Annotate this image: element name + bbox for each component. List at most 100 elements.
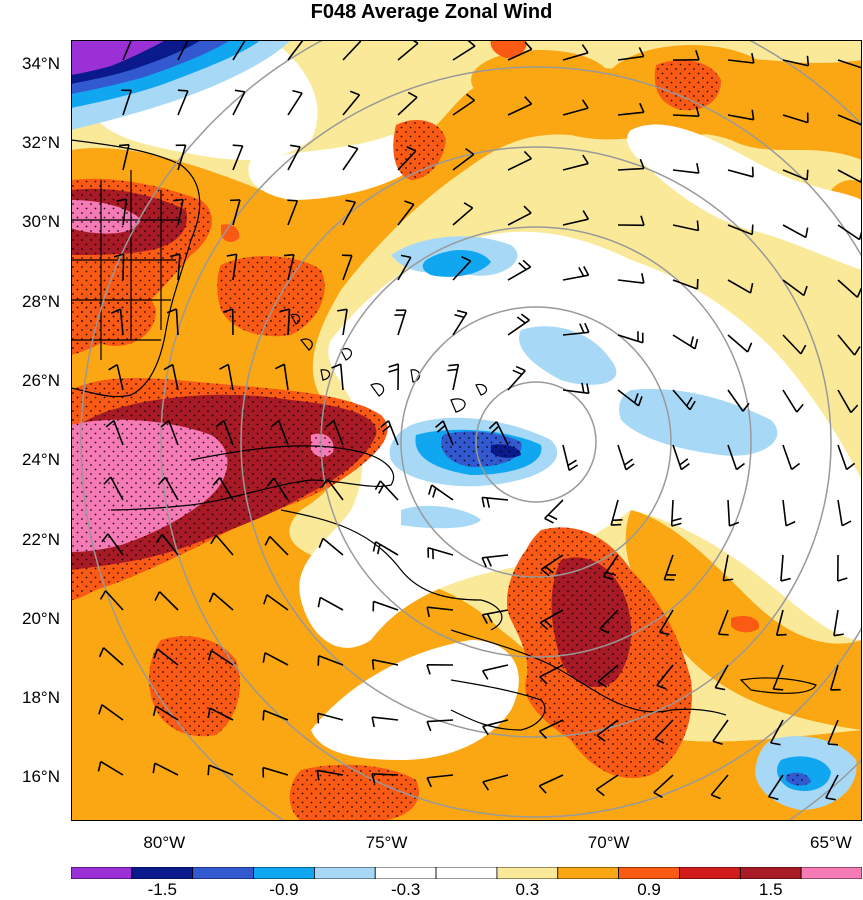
y-tick-label: 32°N [22, 133, 60, 153]
wind-barb-feather [751, 224, 754, 235]
wind-barb-feather [718, 633, 729, 636]
wind-barb-feather [210, 534, 217, 545]
wind-barb-feather [173, 198, 184, 202]
wind-barb-feather [751, 53, 755, 64]
wind-barb-shaft [110, 476, 124, 501]
colorbar-swatch [192, 867, 254, 879]
wind-barb-feather [806, 55, 810, 66]
wind-barb-shaft [482, 496, 509, 501]
wind-barb-feather [207, 765, 210, 776]
wind-barb-feather [540, 568, 550, 577]
wind-barb-shaft [833, 609, 839, 636]
wind-barb-shaft [562, 274, 589, 281]
wind-barb-feather [633, 393, 639, 404]
wind-barb-feather [656, 684, 667, 690]
wind-barb-feather [154, 591, 161, 601]
wind-barb-shaft [482, 774, 509, 783]
wind-barb-feather [374, 480, 382, 491]
wind-barb-feather [544, 565, 554, 574]
wind-barb-feather [603, 575, 614, 581]
wind-barb-feather [388, 368, 399, 373]
wind-barb-feather [234, 89, 245, 93]
wind-barb-feather [846, 462, 856, 471]
wind-barb-shaft [452, 364, 460, 391]
wind-barb-feather [331, 363, 342, 369]
wind-barb-feather [742, 402, 750, 412]
wind-barb-feather [671, 517, 682, 522]
wind-barb-shaft [232, 199, 241, 226]
wind-barb-shaft [482, 719, 509, 728]
wind-barb-shaft [264, 652, 289, 666]
colorbar-label: -1.5 [147, 880, 177, 899]
wind-barb-feather [226, 253, 237, 257]
wind-barb-feather [776, 633, 787, 637]
wind-barb-feather [638, 47, 645, 57]
wind-barb-feather [696, 220, 700, 231]
wind-barb-shaft [672, 169, 699, 174]
wind-barb-feather [486, 497, 491, 508]
wind-barb-feather [337, 308, 348, 312]
wind-barb-feather [581, 99, 589, 109]
colorbar-label: 1.5 [758, 880, 783, 899]
wind-barb-feather [279, 308, 290, 313]
y-tick-label: 16°N [22, 767, 60, 787]
wind-barb-feather [712, 740, 723, 745]
wind-barb-feather [263, 594, 268, 605]
wind-barb-feather [715, 686, 726, 691]
wind-barb-shaft [829, 664, 839, 691]
wind-barb-shaft [122, 199, 128, 226]
wind-barb-feather [426, 607, 430, 618]
wind-barb-feather [371, 659, 375, 670]
wind-barb-feather [539, 622, 549, 631]
wind-barb-feather [264, 536, 271, 546]
y-tick-label: 30°N [22, 212, 60, 232]
wind-barb-shaft [283, 364, 289, 391]
wind-barb-feather [637, 396, 643, 407]
wind-barb-shaft [782, 389, 798, 413]
wind-barb-shaft [157, 648, 179, 666]
wind-barb-feather [606, 571, 617, 576]
wind-barb-feather [157, 476, 166, 486]
wind-barb-feather [841, 520, 852, 527]
wind-barb-feather [539, 676, 548, 685]
wind-barb-feather [207, 707, 211, 719]
wind-barb-shaft [482, 664, 509, 672]
wind-barb-shaft [287, 254, 295, 281]
wind-barb-shaft [442, 420, 454, 446]
wind-barb-shaft [782, 224, 807, 239]
wind-barb-shaft [427, 546, 454, 556]
wind-barb-shaft [154, 762, 179, 776]
wind-barb-feather [641, 273, 645, 284]
wind-barb-shaft [452, 312, 468, 336]
wind-barb-feather [773, 688, 784, 691]
wind-barb-feather [538, 785, 547, 794]
wind-barb-shaft [768, 774, 784, 798]
colorbar-swatch [557, 867, 620, 879]
wind-barb-feather [262, 652, 266, 663]
colorbar-swatch [435, 867, 498, 879]
wind-barb-feather [318, 538, 324, 549]
wind-barb-shaft [232, 145, 244, 171]
wind-barb-shaft [342, 40, 362, 61]
wind-barb-shaft [116, 364, 124, 391]
wind-barb-shaft [782, 499, 787, 526]
wind-barb-shaft [539, 664, 564, 678]
wind-barb-shaft [562, 389, 589, 395]
wind-barb-feather [347, 144, 358, 150]
wind-barb-shaft [837, 334, 856, 356]
wind-barb-feather [581, 382, 585, 393]
wind-barb-feather [791, 462, 801, 471]
wind-barb-shaft [426, 719, 454, 723]
wind-barb-feather [111, 308, 121, 314]
y-tick-label: 28°N [22, 291, 60, 311]
wind-barb-feather [624, 458, 634, 466]
wind-barb-shaft [317, 712, 344, 721]
wind-barb-feather [567, 459, 577, 467]
wind-barb-shaft [670, 499, 674, 527]
wind-barb-shaft [837, 389, 852, 413]
wind-barb-shaft [161, 533, 179, 556]
wind-barb-feather [461, 256, 472, 262]
wind-barb-shaft [269, 535, 289, 556]
wind-barb-shaft [326, 478, 344, 501]
wind-barb-feather [447, 368, 458, 372]
